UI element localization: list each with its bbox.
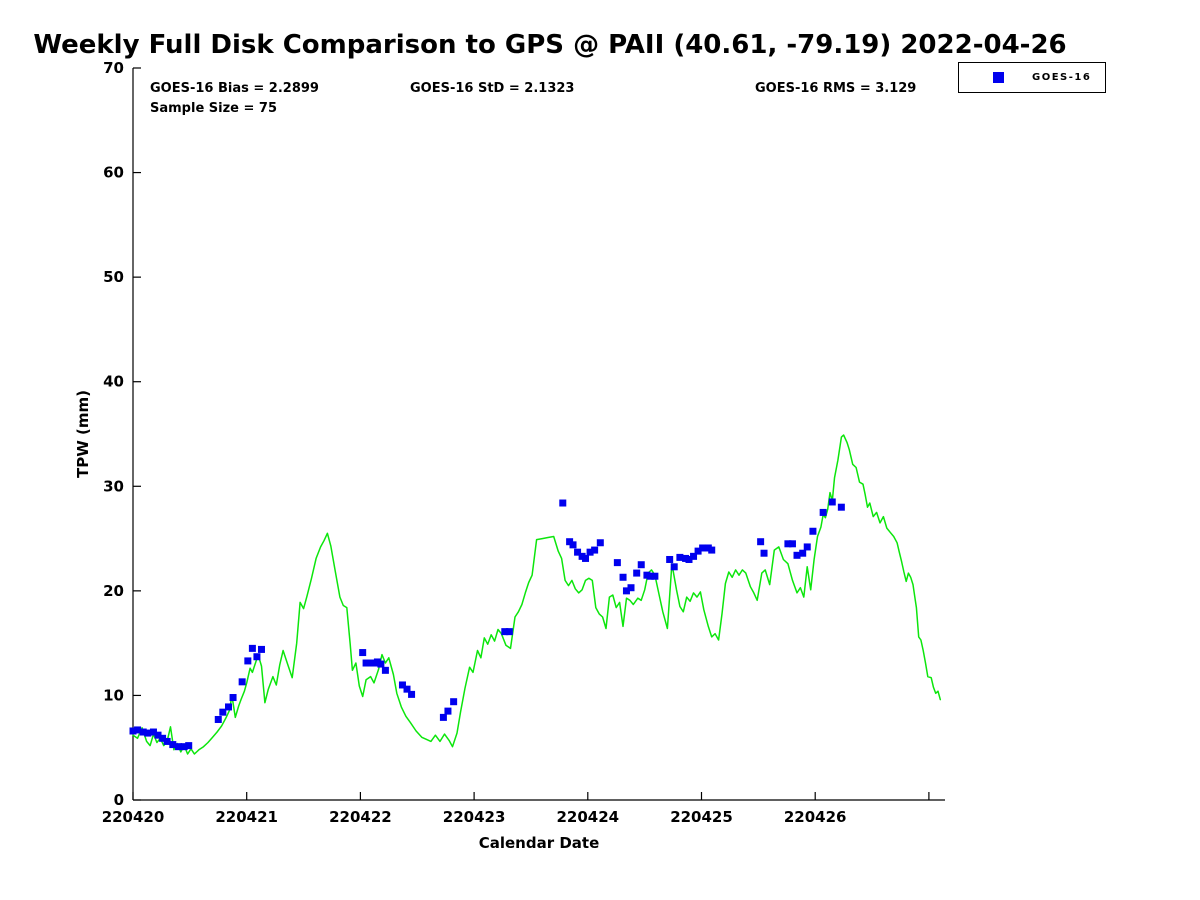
goes16-point (362, 659, 370, 667)
goes16-point (169, 741, 177, 749)
stat-bias: GOES-16 Bias = 2.2899 (150, 81, 319, 96)
goes16-point (163, 737, 171, 745)
y-tick-label: 70 (103, 59, 124, 77)
x-tick-label: 220424 (556, 808, 619, 826)
goes16-point (582, 554, 590, 562)
goes16-point (381, 666, 389, 674)
goes16-point (690, 552, 698, 560)
goes16-point (219, 708, 227, 716)
goes16-point (144, 729, 152, 737)
goes16-point (505, 628, 513, 636)
legend-goes16-label: GOES-16 (1032, 72, 1092, 83)
goes16-point (803, 543, 811, 551)
x-axis-label: Calendar Date (479, 834, 600, 852)
goes16-point (229, 694, 237, 702)
goes16-point (248, 644, 256, 652)
goes16-point (257, 645, 265, 653)
x-tick-label: 220423 (443, 808, 506, 826)
goes16-point (793, 551, 801, 559)
chart-title: Weekly Full Disk Comparison to GPS @ PAI… (33, 30, 1067, 60)
goes16-point (134, 726, 142, 734)
goes16-point (596, 539, 604, 547)
goes16-point (159, 734, 167, 742)
goes16-point (214, 715, 222, 723)
goes16-point (225, 703, 233, 711)
goes16-point (185, 742, 193, 750)
goes16-point (174, 743, 182, 751)
x-tick-label: 220422 (329, 808, 392, 826)
legend-box: GOES-16 (958, 62, 1106, 93)
goes16-point (670, 563, 678, 571)
goes16-point (651, 572, 659, 580)
goes16-point (799, 549, 807, 557)
y-tick-label: 50 (103, 268, 124, 286)
goes16-point (685, 555, 693, 563)
goes16-point (359, 649, 367, 657)
goes16-point (760, 549, 768, 557)
x-tick-label: 220425 (670, 808, 733, 826)
y-tick-label: 10 (103, 686, 124, 704)
goes16-point (244, 657, 252, 665)
goes16-point (809, 527, 817, 535)
goes16-point (501, 628, 509, 636)
stat-sample-size: Sample Size = 75 (150, 101, 278, 116)
legend-goes16-marker-icon (993, 72, 1004, 83)
goes16-point (591, 546, 599, 554)
x-tick-label: 220420 (102, 808, 165, 826)
goes16-point (253, 653, 261, 661)
goes16-point (154, 731, 162, 739)
goes16-point (757, 538, 765, 546)
goes16-point (676, 553, 684, 561)
goes16-point (694, 547, 702, 555)
goes16-point (837, 503, 845, 511)
goes16-point (398, 681, 406, 689)
goes16-point (699, 544, 707, 552)
y-tick-label: 0 (114, 791, 124, 809)
goes16-point (377, 660, 385, 668)
goes16-point (439, 713, 447, 721)
gps-line (132, 434, 942, 755)
goes16-point (828, 498, 836, 506)
goes16-point (784, 540, 792, 548)
goes16-point (819, 508, 827, 516)
goes16-point (708, 546, 716, 554)
goes16-point (586, 548, 594, 556)
goes16-point (622, 587, 630, 595)
goes16-point (559, 499, 567, 507)
goes16-point (569, 541, 577, 549)
goes16-point (408, 690, 416, 698)
y-tick-label: 60 (103, 164, 124, 182)
goes16-point (403, 685, 411, 693)
goes16-point (627, 584, 635, 592)
y-tick-label: 20 (103, 582, 124, 600)
goes16-point (129, 727, 137, 735)
goes16-point (633, 569, 641, 577)
goes16-point (646, 572, 654, 580)
goes16-point (444, 707, 452, 715)
stat-rms: GOES-16 RMS = 3.129 (755, 81, 917, 96)
goes16-point (450, 698, 458, 706)
y-tick-label: 40 (103, 373, 124, 391)
goes16-point (149, 728, 157, 736)
goes16-point (788, 540, 796, 548)
goes16-point (574, 548, 582, 556)
goes16-point (238, 678, 246, 686)
x-tick-label: 220426 (784, 808, 847, 826)
goes16-point (619, 573, 627, 581)
x-tick-label: 220421 (215, 808, 278, 826)
goes16-point (666, 555, 674, 563)
goes16-point (180, 743, 188, 751)
y-tick-label: 30 (103, 477, 124, 495)
stat-std: GOES-16 StD = 2.1323 (410, 81, 575, 96)
goes16-point (613, 559, 621, 567)
goes16-point (637, 561, 645, 569)
goes16-point (139, 728, 147, 736)
y-axis-label: TPW (mm) (74, 390, 92, 478)
